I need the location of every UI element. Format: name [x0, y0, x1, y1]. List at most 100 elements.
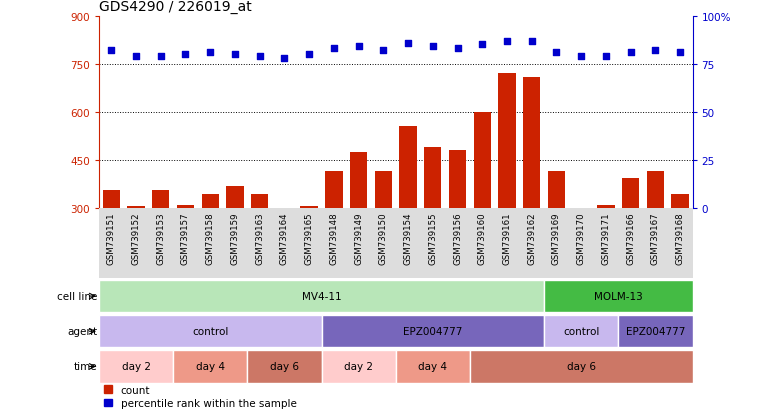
- Bar: [473, 113, 491, 304]
- Bar: [99, 280, 544, 313]
- Text: GSM739161: GSM739161: [502, 212, 511, 265]
- Point: [625, 50, 637, 56]
- Text: GSM739157: GSM739157: [181, 212, 190, 265]
- Point: [180, 52, 192, 58]
- Bar: [325, 172, 342, 304]
- Text: GSM739166: GSM739166: [626, 212, 635, 265]
- Text: GSM739165: GSM739165: [304, 212, 314, 265]
- Bar: [321, 315, 544, 348]
- Bar: [99, 315, 321, 348]
- Bar: [544, 280, 693, 313]
- Point: [352, 44, 365, 50]
- Text: GSM739155: GSM739155: [428, 212, 438, 265]
- Point: [279, 55, 291, 62]
- Point: [649, 48, 661, 55]
- Text: GSM739150: GSM739150: [379, 212, 388, 265]
- Text: MOLM-13: MOLM-13: [594, 291, 643, 301]
- Text: time: time: [74, 361, 97, 372]
- Point: [476, 42, 489, 49]
- Bar: [647, 172, 664, 304]
- Bar: [174, 350, 247, 383]
- Bar: [177, 205, 194, 304]
- Text: GSM739153: GSM739153: [156, 212, 165, 265]
- Text: GSM739167: GSM739167: [651, 212, 660, 265]
- Text: GSM739156: GSM739156: [453, 212, 462, 265]
- Text: GSM739148: GSM739148: [330, 212, 339, 265]
- Bar: [424, 148, 441, 304]
- Text: day 2: day 2: [122, 361, 151, 372]
- Point: [575, 54, 587, 60]
- Text: GSM739171: GSM739171: [601, 212, 610, 265]
- Bar: [226, 186, 244, 304]
- Bar: [152, 191, 170, 304]
- Point: [600, 54, 612, 60]
- Text: EPZ004777: EPZ004777: [626, 326, 685, 337]
- Text: GSM739162: GSM739162: [527, 212, 537, 265]
- Bar: [127, 207, 145, 304]
- Bar: [103, 191, 120, 304]
- Point: [229, 52, 241, 58]
- Bar: [618, 315, 693, 348]
- Bar: [400, 127, 417, 304]
- Legend: count, percentile rank within the sample: count, percentile rank within the sample: [104, 385, 297, 408]
- Text: GSM739160: GSM739160: [478, 212, 487, 265]
- Bar: [301, 207, 318, 304]
- Bar: [396, 350, 470, 383]
- Bar: [544, 315, 618, 348]
- Point: [105, 48, 117, 55]
- Bar: [247, 350, 321, 383]
- Text: day 2: day 2: [344, 361, 373, 372]
- Bar: [275, 212, 293, 304]
- Text: GSM739149: GSM739149: [354, 212, 363, 264]
- Text: GDS4290 / 226019_at: GDS4290 / 226019_at: [99, 0, 252, 14]
- Text: day 4: day 4: [419, 361, 447, 372]
- Bar: [548, 172, 565, 304]
- Point: [501, 38, 513, 45]
- Point: [154, 54, 167, 60]
- Bar: [572, 210, 590, 304]
- Point: [328, 46, 340, 52]
- Text: control: control: [563, 326, 600, 337]
- Point: [550, 50, 562, 56]
- Text: day 6: day 6: [270, 361, 299, 372]
- Point: [526, 38, 538, 45]
- Bar: [622, 178, 639, 304]
- Text: day 4: day 4: [196, 361, 224, 372]
- Point: [253, 54, 266, 60]
- Bar: [671, 194, 689, 304]
- Text: GSM739151: GSM739151: [107, 212, 116, 265]
- Point: [674, 50, 686, 56]
- Point: [130, 54, 142, 60]
- Text: GSM739152: GSM739152: [132, 212, 141, 265]
- Text: GSM739163: GSM739163: [255, 212, 264, 265]
- Text: GSM739159: GSM739159: [231, 212, 240, 264]
- Text: MV4-11: MV4-11: [301, 291, 342, 301]
- Text: GSM739169: GSM739169: [552, 212, 561, 264]
- Point: [377, 48, 390, 55]
- Text: GSM739170: GSM739170: [577, 212, 586, 265]
- Bar: [321, 350, 396, 383]
- Bar: [523, 77, 540, 304]
- Bar: [202, 194, 219, 304]
- Point: [402, 40, 414, 47]
- Point: [204, 50, 216, 56]
- Text: agent: agent: [68, 326, 97, 337]
- Point: [303, 52, 315, 58]
- Bar: [597, 205, 615, 304]
- Point: [451, 46, 463, 52]
- Text: GSM739158: GSM739158: [205, 212, 215, 265]
- Text: cell line: cell line: [57, 291, 97, 301]
- Text: EPZ004777: EPZ004777: [403, 326, 463, 337]
- Bar: [99, 350, 174, 383]
- Bar: [350, 152, 368, 304]
- Text: GSM739154: GSM739154: [403, 212, 412, 265]
- Point: [427, 44, 439, 50]
- Text: GSM739168: GSM739168: [676, 212, 685, 265]
- Bar: [470, 350, 693, 383]
- Text: control: control: [192, 326, 228, 337]
- Bar: [449, 151, 466, 304]
- Bar: [374, 172, 392, 304]
- Text: day 6: day 6: [567, 361, 596, 372]
- Bar: [498, 74, 516, 304]
- Bar: [251, 194, 269, 304]
